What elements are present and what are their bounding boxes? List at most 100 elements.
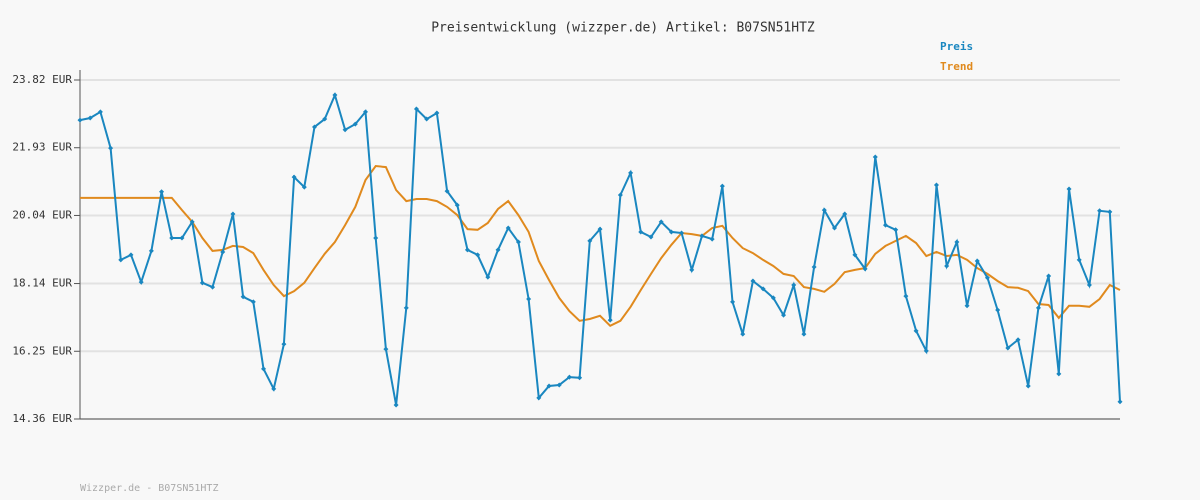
data-point (964, 303, 970, 309)
data-point (169, 235, 175, 241)
data-point (1025, 383, 1031, 389)
data-point (893, 227, 899, 233)
legend-label: Trend (940, 60, 973, 73)
data-point (87, 115, 93, 121)
data-point (638, 229, 644, 235)
data-point (271, 386, 277, 392)
data-point (770, 295, 776, 301)
data-point (312, 124, 318, 130)
y-tick-label: 21.93 EUR (12, 141, 72, 154)
data-point (730, 299, 736, 305)
data-point (587, 238, 593, 244)
data-point (933, 182, 939, 188)
data-point (373, 235, 379, 241)
data-point (750, 278, 756, 284)
data-point (719, 183, 725, 189)
data-point (1035, 305, 1041, 311)
data-point (1046, 273, 1052, 279)
data-point (464, 247, 470, 253)
y-tick-label: 20.04 EUR (12, 208, 72, 221)
data-point (1117, 399, 1123, 405)
data-point (740, 331, 746, 337)
data-point (536, 395, 542, 401)
series-line (80, 164, 1121, 328)
data-point (352, 121, 358, 127)
legend-label: Preis (940, 40, 973, 53)
data-point (342, 127, 348, 133)
data-point (832, 225, 838, 231)
data-point (475, 252, 481, 258)
data-point (628, 170, 634, 176)
data-point (597, 226, 603, 232)
data-point (108, 145, 114, 151)
data-point (1005, 345, 1011, 351)
data-point (648, 234, 654, 240)
data-point (1056, 371, 1062, 377)
data-point (944, 263, 950, 269)
series-line (79, 92, 1121, 406)
data-point (913, 328, 919, 334)
data-point (995, 307, 1001, 313)
data-point (872, 154, 878, 160)
y-tick-label: 23.82 EUR (12, 73, 72, 86)
data-point (781, 312, 787, 318)
data-point (577, 375, 583, 381)
data-point (546, 383, 552, 389)
data-point (393, 402, 399, 408)
data-point (801, 331, 807, 337)
y-tick-label: 18.14 EUR (12, 277, 72, 290)
data-point (617, 192, 623, 198)
data-point (189, 219, 195, 225)
data-point (199, 280, 205, 286)
data-point (97, 109, 103, 115)
data-point (791, 282, 797, 288)
data-point (179, 235, 185, 241)
data-point (658, 219, 664, 225)
data-point (862, 266, 868, 272)
data-point (322, 116, 328, 122)
data-point (607, 317, 613, 323)
data-point (362, 109, 368, 115)
data-point (261, 366, 267, 372)
data-point (485, 274, 491, 280)
chart-title: Preisentwicklung (wizzper.de) Artikel: B… (431, 21, 815, 36)
data-point (954, 239, 960, 245)
data-point (668, 229, 674, 235)
data-point (495, 247, 501, 253)
y-tick-label: 14.36 EUR (12, 412, 72, 425)
data-point (77, 117, 83, 123)
data-point (403, 305, 409, 311)
data-point (240, 294, 246, 300)
data-point (852, 252, 858, 258)
data-point (903, 293, 909, 299)
data-point (689, 267, 695, 273)
data-point (301, 184, 307, 190)
data-point (220, 249, 226, 255)
data-point (210, 284, 216, 290)
data-point (679, 230, 685, 236)
data-point (842, 211, 848, 217)
data-point (882, 222, 888, 228)
data-point (984, 275, 990, 281)
data-point (1066, 186, 1072, 192)
data-point (1107, 209, 1113, 215)
data-point (526, 296, 532, 302)
data-point (923, 348, 929, 354)
data-point (118, 257, 124, 263)
data-point (505, 225, 511, 231)
data-point (444, 188, 450, 194)
data-point (128, 252, 134, 258)
data-point (709, 236, 715, 242)
data-point (760, 286, 766, 292)
data-point (148, 248, 154, 254)
data-point (811, 264, 817, 270)
data-point (159, 189, 165, 195)
data-point (383, 346, 389, 352)
data-point (515, 239, 521, 245)
data-point (556, 382, 562, 388)
data-point (413, 106, 419, 112)
data-point (1086, 282, 1092, 288)
data-point (699, 233, 705, 239)
